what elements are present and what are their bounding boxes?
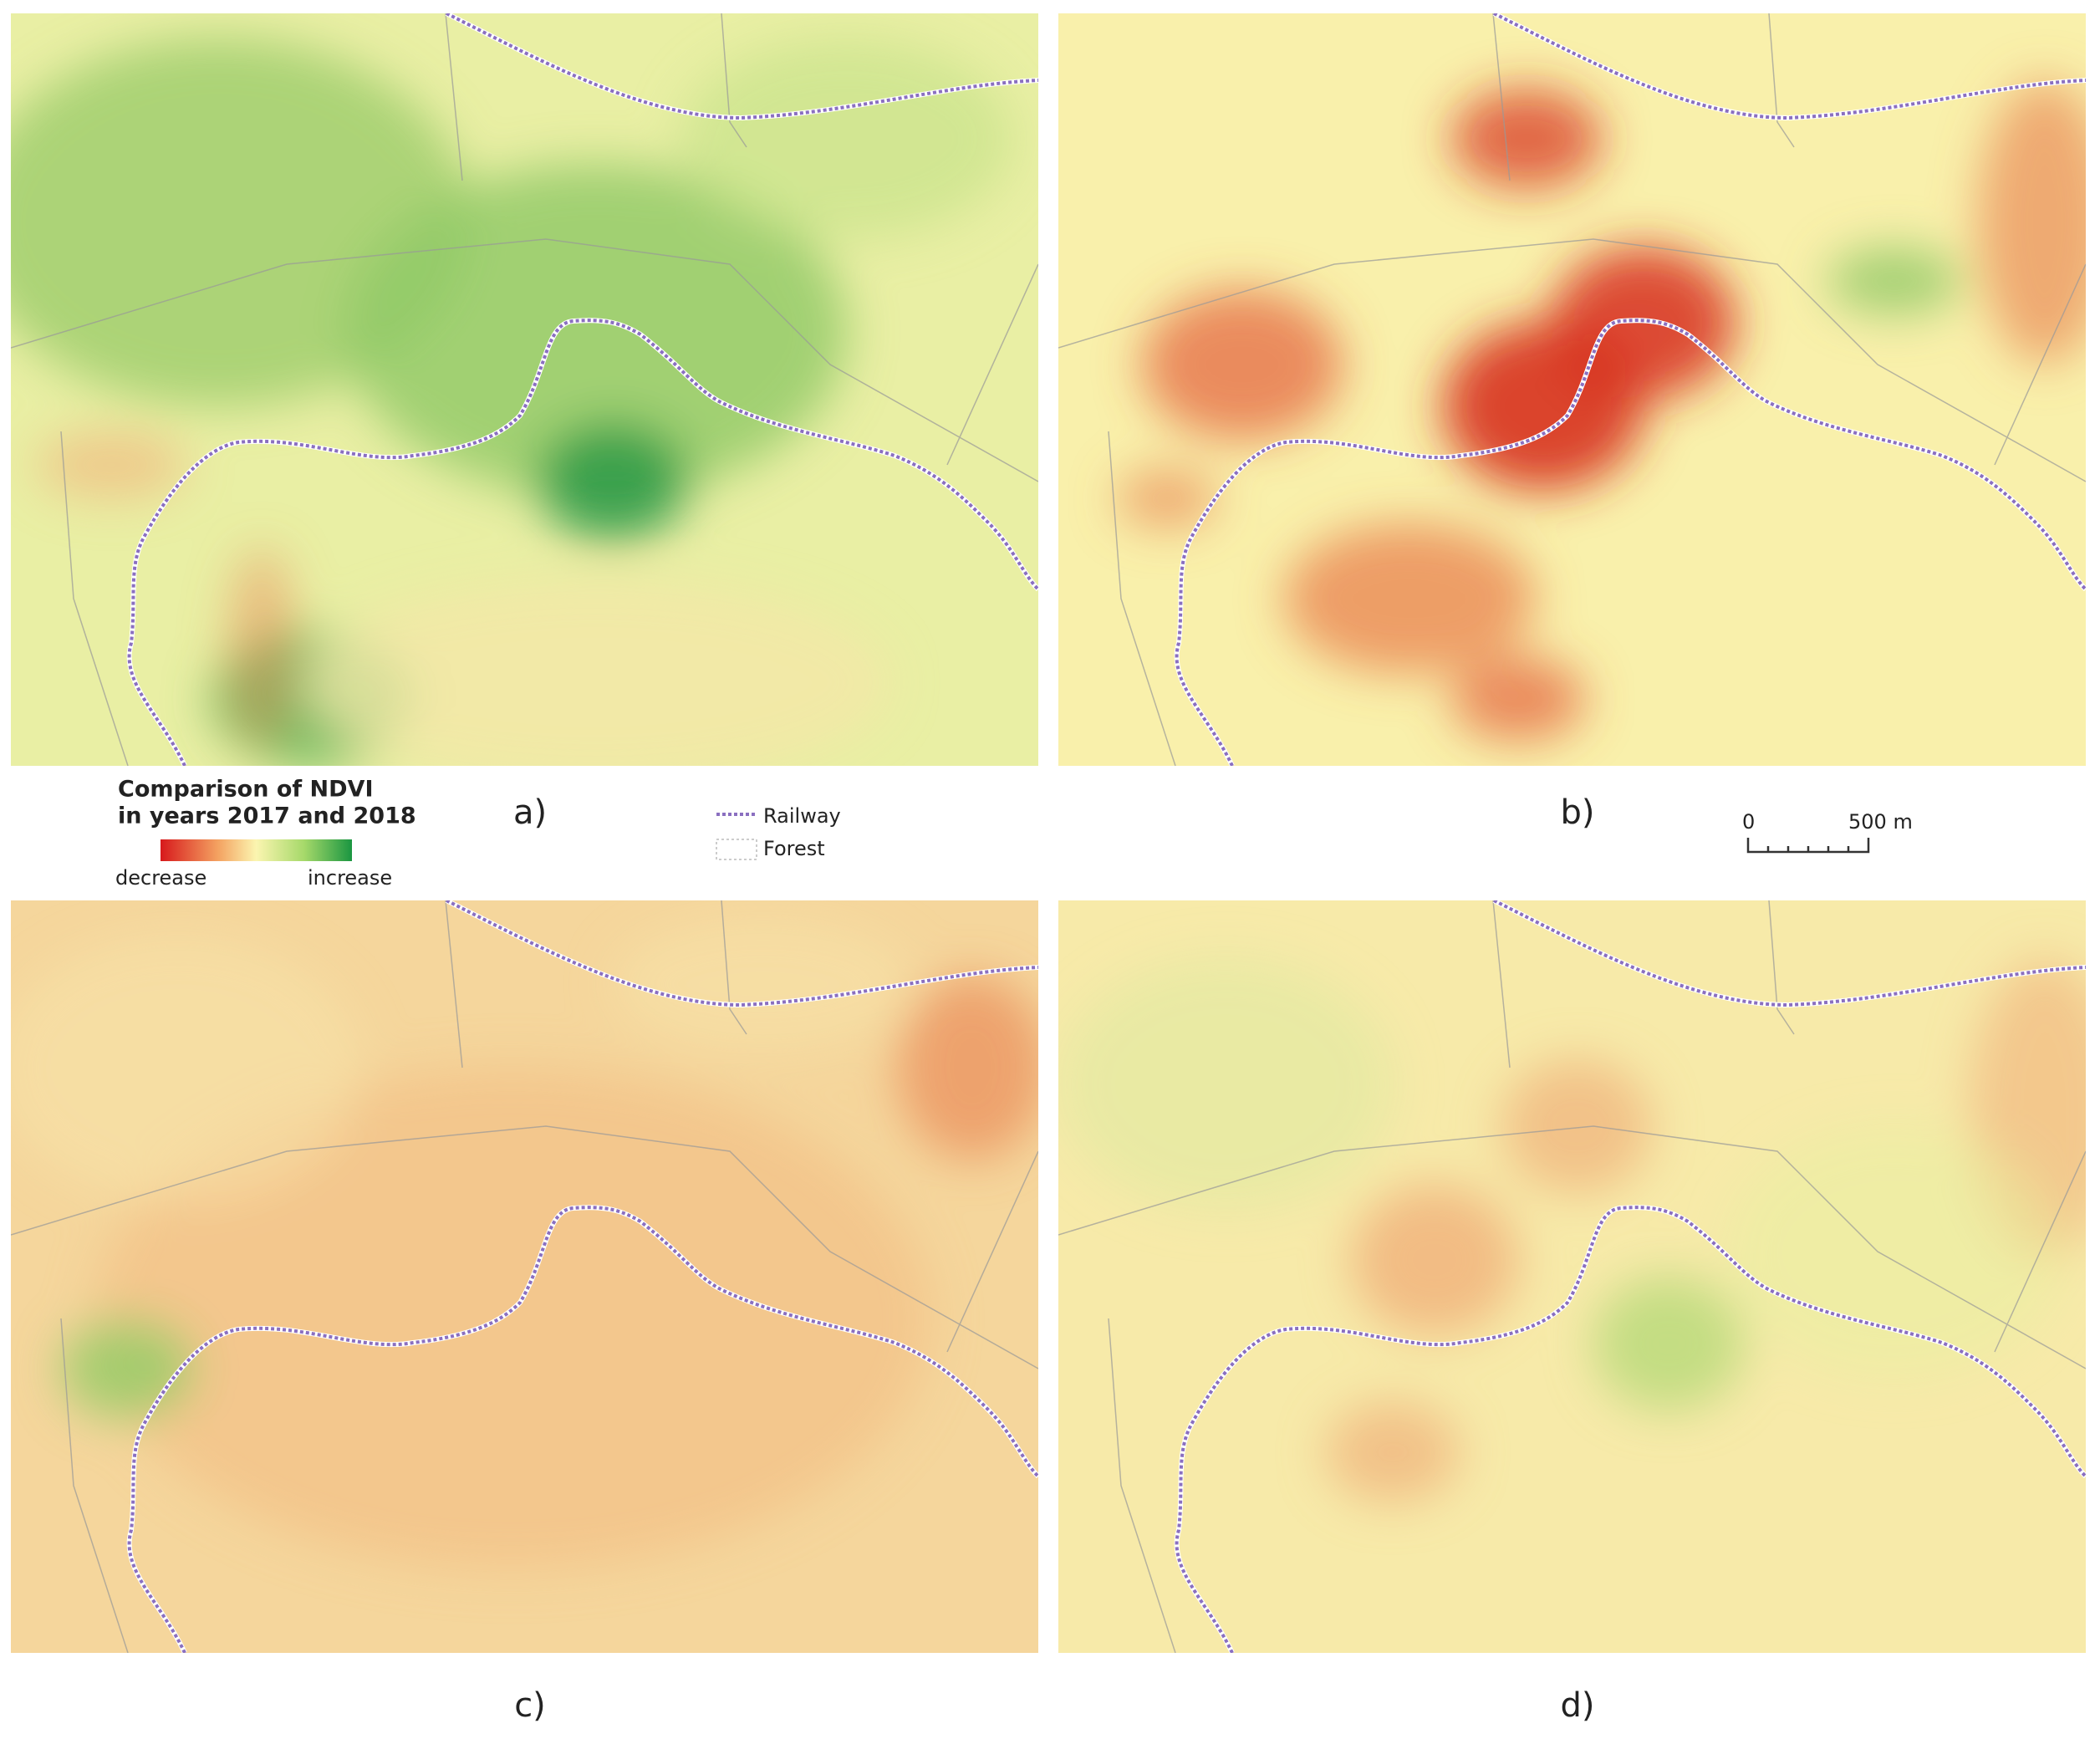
forest-symbol: [716, 839, 757, 860]
ndvi-patch: [1117, 469, 1217, 528]
legend-railway: Railway: [763, 804, 841, 828]
panel-label: c): [514, 1686, 546, 1725]
ndvi-patch: [345, 164, 847, 498]
legend-high-label: increase: [308, 866, 392, 890]
ndvi-patch: [1142, 289, 1343, 440]
ndvi-patch: [1827, 247, 1961, 314]
map-panel: [11, 13, 1038, 766]
scale-bar: [1746, 838, 1870, 854]
ndvi-patches: [1058, 959, 2086, 1502]
ndvi-patch: [61, 1318, 195, 1419]
color-ramp: [161, 839, 352, 861]
map-panel: [1058, 13, 2086, 766]
railway: [446, 900, 1038, 1007]
railway: [1493, 13, 2086, 120]
map-panel: [1058, 900, 2086, 1653]
legend-title: Comparison of NDVI: [118, 777, 374, 803]
map-raster: [11, 900, 1038, 1653]
ndvi-patch: [1058, 959, 1393, 1210]
ndvi-patch: [1451, 657, 1585, 741]
ndvi-patches: [11, 917, 1038, 1569]
forest-boundary: [11, 900, 1038, 1653]
ndvi-patch: [1593, 1277, 1744, 1410]
map-panels: a) b) c) d): [11, 13, 2086, 1725]
forest-boundary: [11, 13, 1038, 766]
map-raster: [1058, 900, 2086, 1653]
panel-label: d): [1561, 1686, 1595, 1725]
forest-boundary: [1058, 13, 2086, 766]
ndvi-patch: [36, 431, 186, 498]
railway: [127, 319, 1038, 766]
railway: [1493, 900, 2086, 1007]
ndvi-patch: [94, 1068, 930, 1569]
scale-start: 0: [1742, 810, 1755, 834]
legend-title: in years 2017 and 2018: [118, 803, 416, 829]
legend-low-label: decrease: [115, 866, 206, 890]
legend-forest: Forest: [763, 837, 825, 860]
map-raster: [1058, 13, 2086, 766]
railway: [446, 13, 1038, 120]
ndvi-patch: [1978, 80, 2086, 365]
ndvi-patch: [228, 548, 295, 749]
ndvi-patch: [538, 423, 688, 540]
railway: [127, 1206, 1038, 1653]
ndvi-patch: [1351, 1185, 1518, 1335]
forest-boundary: [1058, 900, 2086, 1653]
ndvi-patch: [1451, 89, 1602, 189]
railway: [1175, 1206, 2086, 1653]
ndvi-patch: [613, 917, 914, 1051]
panel-label: b): [1561, 793, 1595, 832]
ndvi-patch: [11, 934, 362, 1201]
ndvi-patch: [1727, 1126, 2062, 1377]
railway: [1175, 319, 2086, 766]
ndvi-patch: [1326, 1402, 1460, 1502]
panel-label: a): [513, 793, 547, 832]
ndvi-patch: [1284, 523, 1535, 674]
map-raster: [11, 13, 1038, 766]
ndvi-patches: [11, 38, 1014, 766]
ndvi-patch: [303, 582, 889, 766]
ndvi-patch: [897, 976, 1038, 1160]
map-panel: [11, 900, 1038, 1653]
ndvi-patch: [680, 38, 1014, 239]
scale-end: 500 m: [1848, 810, 1913, 834]
ndvi-patch: [1501, 1059, 1652, 1193]
